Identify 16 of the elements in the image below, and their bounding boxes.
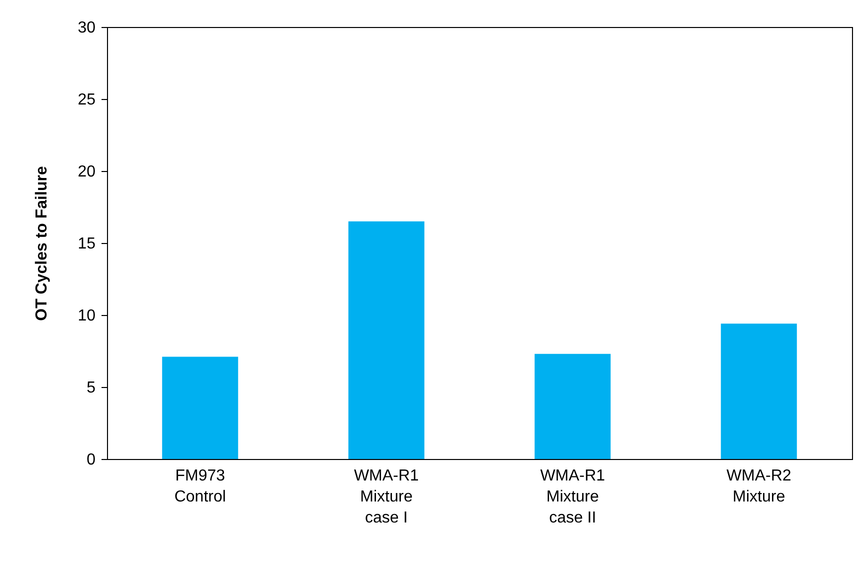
x-tick-label: WMA-R2 Mixture (726, 468, 792, 506)
y-tick-label: 5 (86, 380, 96, 396)
bar (162, 356, 238, 459)
x-tick-label: FM973 Control (174, 468, 226, 506)
bar (348, 221, 424, 459)
y-tick-label: 25 (78, 92, 96, 108)
y-tick-label: 10 (78, 308, 96, 324)
y-tick-label: 30 (78, 20, 96, 36)
y-tick-label: 15 (78, 236, 96, 252)
y-axis-title: OT Cycles to Failure (34, 166, 51, 321)
y-tick-label: 0 (86, 452, 96, 468)
x-tick-label: WMA-R1 Mixture case II (540, 468, 606, 526)
bar (720, 324, 797, 459)
bar (534, 354, 611, 459)
y-tick-label: 20 (78, 164, 96, 180)
x-tick-label: WMA-R1 Mixture case I (354, 468, 419, 526)
